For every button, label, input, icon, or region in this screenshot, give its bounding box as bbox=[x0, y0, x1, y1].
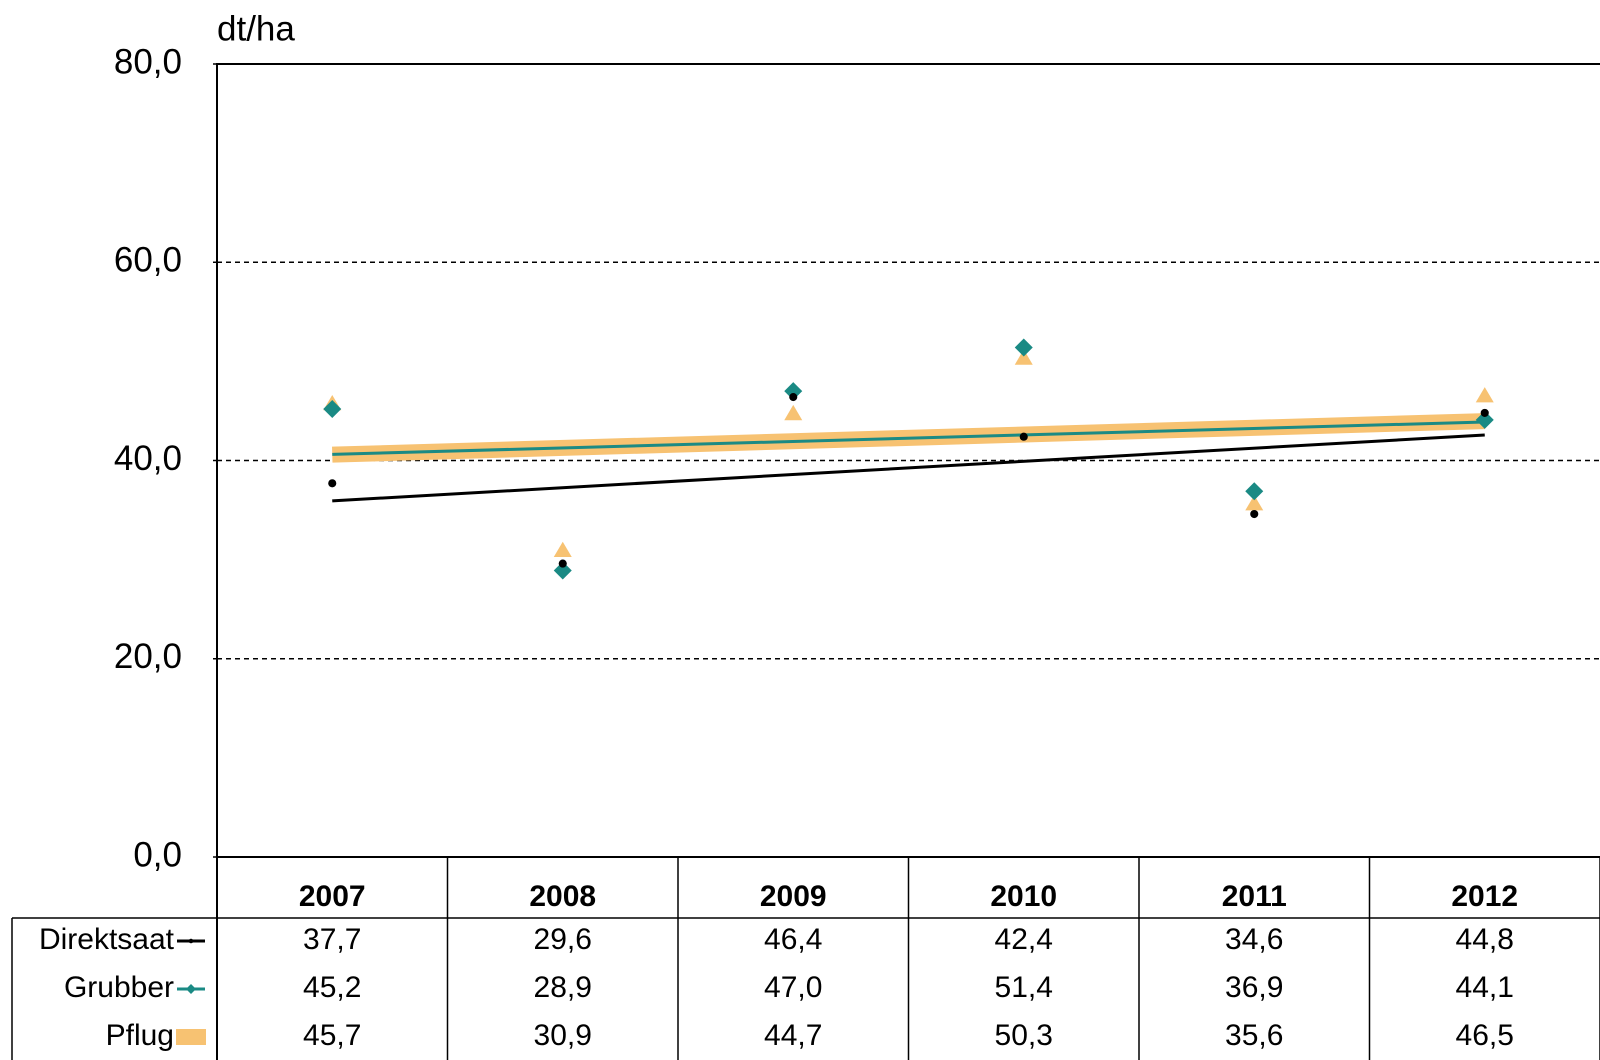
table-value: 30,9 bbox=[534, 1019, 592, 1052]
table-value: 47,0 bbox=[764, 971, 822, 1004]
y-tick-label: 60,0 bbox=[114, 241, 182, 280]
y-tick-label: 20,0 bbox=[114, 637, 182, 676]
table-value: 44,8 bbox=[1456, 923, 1514, 956]
legend-symbol bbox=[188, 938, 194, 944]
legend-label: Pflug bbox=[106, 1019, 174, 1052]
table-value: 44,7 bbox=[764, 1019, 822, 1052]
data-point bbox=[1475, 387, 1494, 403]
table-value: 37,7 bbox=[303, 923, 361, 956]
data-point bbox=[784, 404, 803, 421]
table-value: 29,6 bbox=[534, 923, 592, 956]
y-tick-label: 80,0 bbox=[114, 42, 182, 81]
trend-line bbox=[332, 433, 1485, 503]
table-value: 45,2 bbox=[303, 971, 361, 1004]
y-axis-label: dt/ha bbox=[217, 9, 295, 48]
table-value: 28,9 bbox=[534, 971, 592, 1004]
data-point bbox=[1014, 349, 1033, 365]
x-tick-label: 2011 bbox=[1222, 880, 1287, 913]
data-point bbox=[558, 559, 567, 568]
trend-line bbox=[332, 420, 1485, 456]
x-tick-label: 2009 bbox=[760, 880, 827, 913]
data-point bbox=[1245, 482, 1264, 501]
legend-symbol bbox=[186, 984, 196, 994]
table-value: 35,6 bbox=[1225, 1019, 1283, 1052]
data-point bbox=[328, 479, 337, 488]
table-value: 36,9 bbox=[1225, 971, 1283, 1004]
table-value: 50,3 bbox=[995, 1019, 1053, 1052]
table-value: 51,4 bbox=[995, 971, 1053, 1004]
data-point bbox=[323, 399, 342, 418]
y-tick-label: 40,0 bbox=[114, 439, 182, 478]
x-tick-label: 2010 bbox=[990, 880, 1057, 913]
table-value: 45,7 bbox=[303, 1019, 361, 1052]
table-value: 42,4 bbox=[995, 923, 1053, 956]
data-point bbox=[1250, 509, 1259, 519]
data-point bbox=[1475, 410, 1494, 429]
data-point bbox=[1019, 432, 1028, 441]
table-value: 46,5 bbox=[1456, 1019, 1514, 1052]
x-tick-label: 2007 bbox=[299, 880, 366, 913]
table-value: 34,6 bbox=[1225, 923, 1283, 956]
legend-symbol bbox=[176, 1029, 206, 1045]
legend-label: Direktsaat bbox=[39, 923, 175, 956]
x-tick-label: 2008 bbox=[529, 880, 596, 913]
data-point bbox=[553, 541, 572, 558]
y-tick-label: 0,0 bbox=[133, 835, 182, 874]
data-point bbox=[1480, 408, 1489, 417]
data-point bbox=[789, 393, 798, 402]
legend-label: Grubber bbox=[64, 971, 174, 1004]
table-value: 46,4 bbox=[764, 923, 822, 956]
data-point bbox=[1014, 338, 1033, 357]
x-tick-label: 2012 bbox=[1451, 880, 1518, 913]
data-point bbox=[553, 561, 572, 580]
table-value: 44,1 bbox=[1456, 971, 1514, 1004]
data-point bbox=[784, 382, 803, 401]
data-point bbox=[1245, 495, 1264, 511]
